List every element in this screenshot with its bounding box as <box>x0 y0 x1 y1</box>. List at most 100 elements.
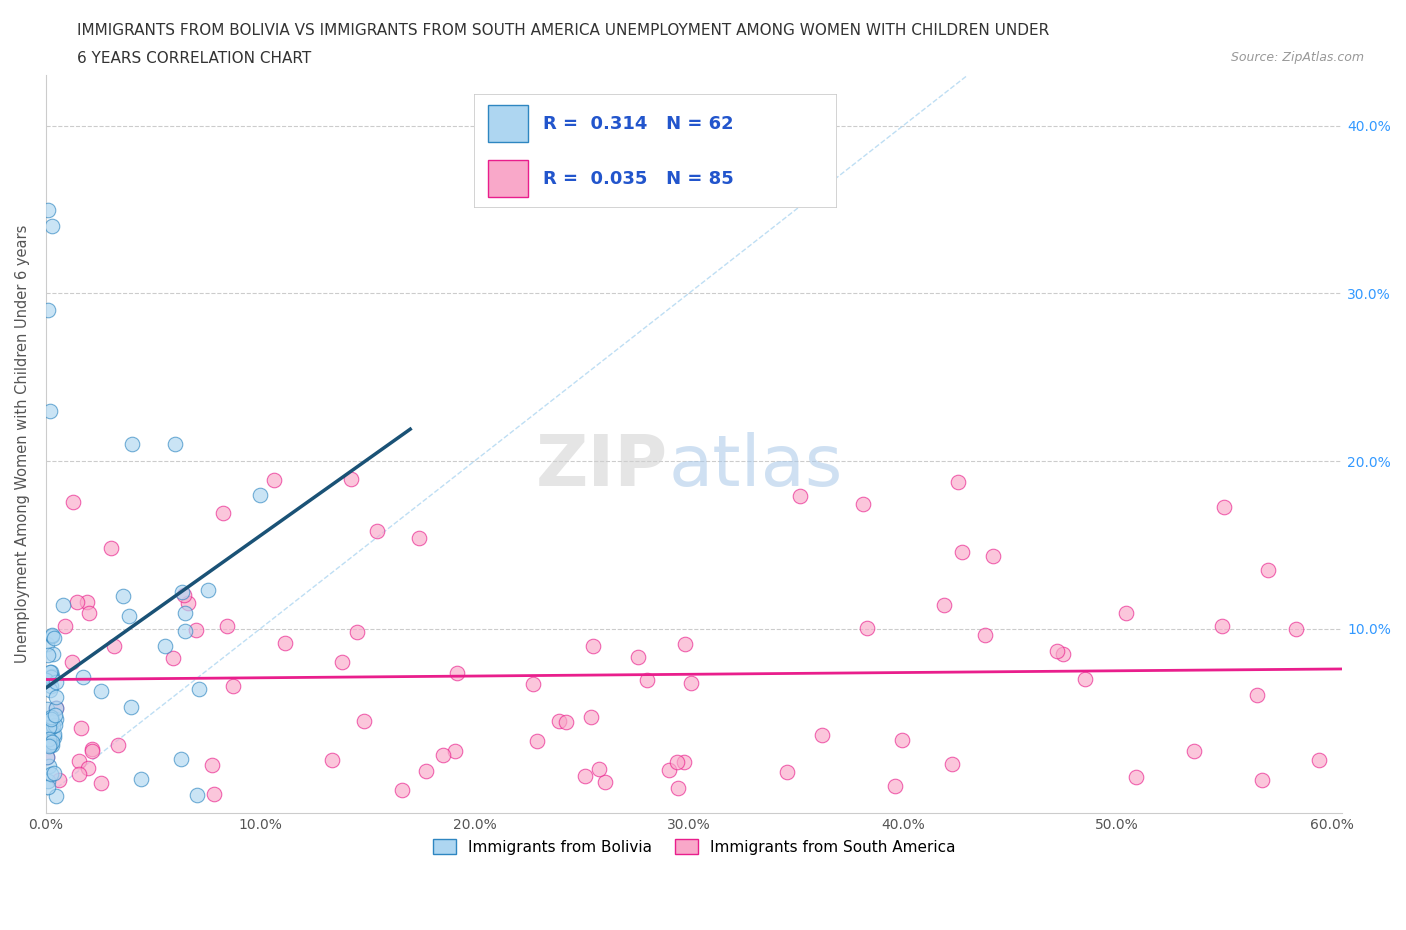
Point <box>176 595 198 610</box>
Point <box>41 669 63 684</box>
Point <box>188 682 211 697</box>
Point <box>41 720 63 735</box>
Point <box>76 760 98 775</box>
Point <box>950 545 973 560</box>
Point <box>45 712 67 727</box>
Point <box>201 758 224 773</box>
Point <box>38 738 60 753</box>
Point <box>174 605 197 620</box>
Point <box>548 714 571 729</box>
Point <box>163 437 186 452</box>
Point <box>330 655 353 670</box>
Point <box>555 714 578 729</box>
Point <box>42 727 65 742</box>
Point <box>37 303 59 318</box>
Point <box>574 769 596 784</box>
Point <box>42 718 65 733</box>
Point <box>221 679 243 694</box>
Point <box>593 775 616 790</box>
Point <box>627 649 650 664</box>
Point <box>39 710 62 724</box>
Point <box>184 622 207 637</box>
Point <box>48 773 70 788</box>
Point <box>186 787 208 802</box>
Point <box>39 679 62 694</box>
Point <box>340 472 363 486</box>
Point <box>38 665 60 680</box>
Point <box>42 631 65 645</box>
Point <box>44 730 66 745</box>
Point <box>681 675 703 690</box>
Point <box>366 524 388 538</box>
Point <box>446 666 468 681</box>
Point <box>346 625 368 640</box>
Point <box>891 732 914 747</box>
Point <box>1115 605 1137 620</box>
Point <box>1052 646 1074 661</box>
Point <box>45 701 67 716</box>
Point <box>581 710 603 724</box>
Point <box>37 780 59 795</box>
Legend: Immigrants from Bolivia, Immigrants from South America: Immigrants from Bolivia, Immigrants from… <box>426 832 962 861</box>
Point <box>884 778 907 793</box>
Point <box>35 637 58 652</box>
Point <box>45 689 67 704</box>
Point <box>666 780 689 795</box>
Point <box>432 748 454 763</box>
Point <box>444 744 467 759</box>
Point <box>60 654 83 669</box>
Point <box>37 648 59 663</box>
Point <box>353 713 375 728</box>
Point <box>67 753 90 768</box>
Point <box>212 506 235 521</box>
Point <box>789 489 811 504</box>
Point <box>112 589 135 604</box>
Point <box>121 437 143 452</box>
Point <box>90 684 112 698</box>
Point <box>37 202 59 217</box>
Point <box>45 701 67 716</box>
Text: Source: ZipAtlas.com: Source: ZipAtlas.com <box>1230 51 1364 64</box>
Point <box>981 549 1004 564</box>
Point <box>41 737 63 752</box>
Point <box>39 670 62 684</box>
Point <box>249 487 271 502</box>
Point <box>120 699 142 714</box>
Point <box>66 594 89 609</box>
Point <box>636 672 658 687</box>
Point <box>408 530 430 545</box>
Point <box>45 674 67 689</box>
Text: ZIP: ZIP <box>536 432 668 501</box>
Point <box>1125 769 1147 784</box>
Point <box>41 735 63 750</box>
Point <box>129 772 152 787</box>
Point <box>39 683 62 698</box>
Point <box>202 786 225 801</box>
Point <box>38 759 60 774</box>
Point <box>173 623 195 638</box>
Point <box>1046 644 1069 658</box>
Point <box>37 774 59 789</box>
Point <box>70 721 93 736</box>
Point <box>162 650 184 665</box>
Point <box>107 737 129 752</box>
Point <box>35 672 58 687</box>
Point <box>526 734 548 749</box>
Point <box>1182 743 1205 758</box>
Point <box>1213 499 1236 514</box>
Point <box>856 620 879 635</box>
Point <box>1211 619 1233 634</box>
Point <box>263 472 285 487</box>
Text: 6 YEARS CORRELATION CHART: 6 YEARS CORRELATION CHART <box>77 51 312 66</box>
Point <box>1246 687 1268 702</box>
Point <box>37 750 59 764</box>
Text: IMMIGRANTS FROM BOLIVIA VS IMMIGRANTS FROM SOUTH AMERICA UNEMPLOYMENT AMONG WOME: IMMIGRANTS FROM BOLIVIA VS IMMIGRANTS FR… <box>77 23 1050 38</box>
Point <box>118 608 141 623</box>
Point <box>72 670 94 684</box>
Point <box>197 582 219 597</box>
Point <box>811 727 834 742</box>
Point <box>38 720 60 735</box>
Point <box>321 752 343 767</box>
Point <box>52 598 75 613</box>
Point <box>55 619 77 634</box>
